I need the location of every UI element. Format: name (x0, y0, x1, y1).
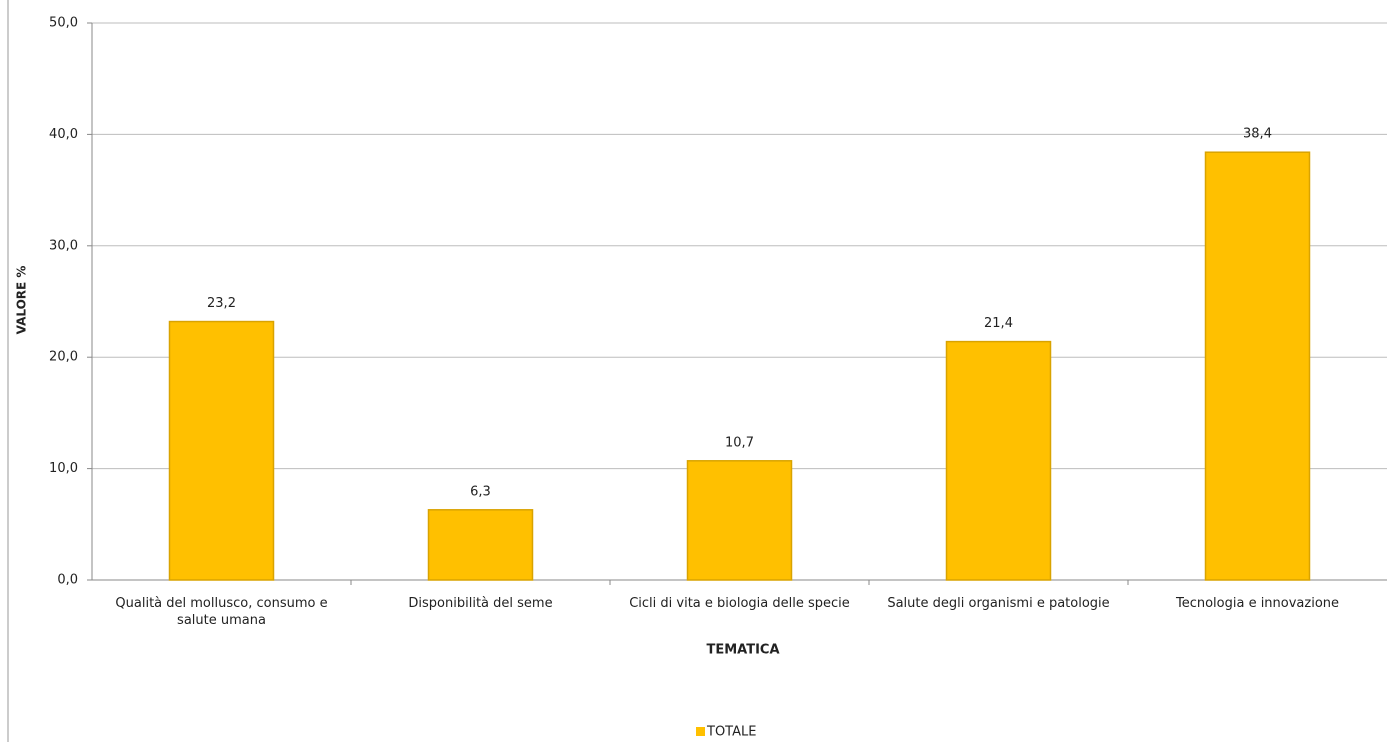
value-label: 6,3 (470, 484, 491, 499)
x-tick-label: Disponibilità del seme (408, 596, 553, 611)
x-tick-label: Qualità del mollusco, consumo e salute u… (115, 596, 328, 628)
x-tick-label: Cicli di vita e biologia delle specie (629, 596, 850, 611)
x-axis-title: TEMATICA (706, 643, 779, 658)
y-tick-label: 40,0 (49, 127, 78, 142)
y-tick-label: 10,0 (49, 461, 78, 476)
y-tick-label: 50,0 (49, 16, 78, 31)
y-tick-label: 30,0 (49, 238, 78, 253)
bar (945, 340, 1052, 581)
value-label: 21,4 (984, 316, 1013, 331)
value-label: 38,4 (1243, 127, 1272, 142)
bar (686, 460, 793, 581)
legend-label: TOTALE (706, 725, 756, 740)
bar (168, 320, 275, 581)
legend-swatch (696, 727, 705, 736)
value-label: 10,7 (725, 435, 754, 450)
x-tick-label: Tecnologia e innovazione (1175, 596, 1340, 611)
y-tick-label: 20,0 (49, 350, 78, 365)
x-tick-label: Salute degli organismi e patologie (887, 596, 1110, 611)
y-tick-label: 0,0 (57, 573, 78, 588)
value-label: 23,2 (207, 296, 236, 311)
bar (427, 509, 534, 581)
y-axis-title: VALORE % (15, 266, 29, 335)
bar (1204, 151, 1311, 581)
